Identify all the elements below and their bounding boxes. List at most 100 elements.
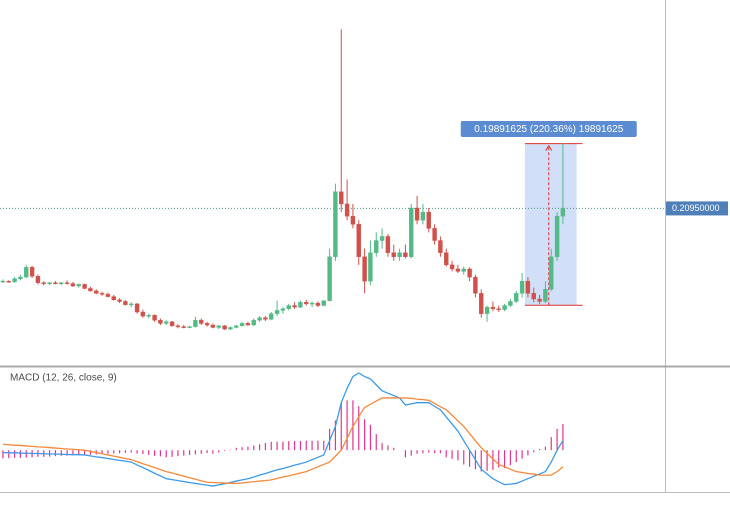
- candle-body: [514, 293, 519, 302]
- candle-body: [397, 252, 402, 257]
- candle-body: [216, 325, 221, 328]
- candle-body: [356, 224, 361, 257]
- candle-body: [525, 280, 531, 294]
- candle-body: [245, 323, 251, 326]
- candle-body: [537, 298, 542, 302]
- candle-body: [420, 211, 426, 221]
- candle-body: [432, 228, 437, 241]
- candle-body: [251, 319, 256, 326]
- candle-body: [193, 319, 198, 327]
- candle-body: [298, 302, 303, 308]
- candle-body: [18, 276, 23, 279]
- candle-body: [228, 327, 233, 330]
- candle-body: [94, 290, 99, 294]
- measure-label-box: [460, 121, 637, 137]
- candle-body: [414, 207, 420, 221]
- candle-body: [6, 280, 11, 283]
- candle-body: [339, 191, 344, 205]
- candle-body: [210, 324, 216, 328]
- last-price-label: 0.20950000: [672, 203, 720, 213]
- measure-arrowhead: [545, 144, 553, 151]
- candle-body: [385, 236, 391, 253]
- candle-body: [88, 288, 93, 292]
- candle-body: [350, 215, 356, 225]
- candle-body: [403, 252, 408, 257]
- candle-body: [543, 289, 548, 302]
- candle-body: [286, 305, 291, 309]
- candle-body: [554, 215, 560, 257]
- candle-body: [105, 293, 111, 297]
- candle-body: [175, 325, 181, 328]
- macd-line: [2, 372, 564, 487]
- candle-body: [344, 203, 350, 217]
- candle-body: [409, 207, 414, 257]
- candle-body: [560, 208, 566, 217]
- candle-body: [222, 325, 227, 330]
- candle-body: [35, 276, 41, 283]
- candle-body: [59, 282, 64, 284]
- candle-body: [280, 308, 286, 311]
- candle-body: [269, 313, 274, 320]
- candle-body: [490, 306, 496, 309]
- candle-body: [368, 252, 373, 282]
- candle-body: [519, 280, 525, 294]
- candle-body: [444, 252, 449, 266]
- candle-body: [455, 268, 461, 272]
- candle-body: [362, 256, 367, 282]
- candle-body: [484, 306, 490, 314]
- candle-body: [24, 267, 29, 278]
- candle-body: [158, 319, 163, 324]
- candle-body: [549, 256, 554, 290]
- candle-body: [64, 282, 70, 284]
- candle-body: [426, 211, 431, 229]
- candle-body: [309, 302, 315, 305]
- candle-body: [146, 315, 151, 317]
- candle-body: [117, 299, 122, 302]
- candle-body: [181, 326, 186, 328]
- candle-body: [134, 303, 140, 313]
- candle-body: [123, 301, 128, 305]
- candle-body: [479, 293, 484, 314]
- candle-body: [502, 305, 507, 310]
- candle-body: [473, 276, 478, 294]
- candle-body: [239, 323, 245, 327]
- candle-body: [467, 268, 472, 278]
- candle-body: [379, 236, 385, 241]
- candle-body: [234, 325, 239, 328]
- candle-body: [70, 283, 76, 287]
- marks: 0.19891625 (220.36%) 19891625: [0, 29, 665, 487]
- candle-body: [496, 308, 501, 310]
- candle-body: [41, 282, 46, 284]
- candle-body: [0, 280, 6, 283]
- candle-body: [76, 284, 81, 287]
- candle-body: [508, 301, 513, 306]
- candle-body: [327, 256, 332, 301]
- measure-label: 0.19891625 (220.36%) 19891625: [474, 124, 623, 135]
- candle-body: [12, 278, 17, 283]
- candle-body: [321, 300, 326, 306]
- candle-body: [129, 303, 134, 306]
- candle-body: [204, 323, 210, 326]
- candle-body: [304, 302, 309, 305]
- candle-body: [29, 267, 35, 277]
- labels: 0.20950000: [666, 201, 728, 216]
- candle-body: [53, 282, 58, 284]
- candle-body: [438, 240, 443, 253]
- candle-body: [292, 305, 297, 308]
- candle-body: [169, 321, 175, 327]
- candle-body: [257, 317, 262, 321]
- candle-body: [111, 296, 116, 301]
- candle-body: [374, 240, 379, 253]
- macd-title: MACD (12, 26, close, 9): [10, 373, 117, 384]
- candle-body: [333, 191, 338, 257]
- candle-body: [47, 282, 52, 284]
- candle-body: [99, 293, 105, 295]
- candle-body: [391, 252, 396, 257]
- macd-line: [2, 397, 564, 485]
- candle-body: [140, 311, 146, 317]
- candle-body: [461, 268, 466, 272]
- candle-body: [82, 284, 87, 289]
- candle-body: [274, 310, 280, 314]
- candle-body: [187, 326, 192, 328]
